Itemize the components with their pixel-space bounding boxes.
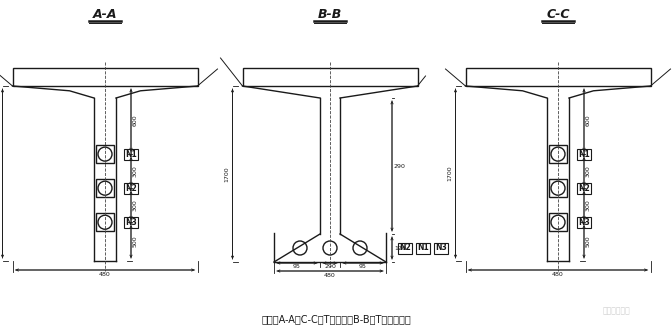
- Circle shape: [98, 181, 112, 195]
- Bar: [549, 145, 567, 163]
- Circle shape: [551, 215, 565, 229]
- Bar: [398, 242, 412, 253]
- Bar: [13, 68, 198, 86]
- Bar: [243, 68, 417, 86]
- Text: N2: N2: [578, 184, 590, 193]
- Circle shape: [323, 241, 337, 255]
- Text: 300: 300: [133, 199, 138, 211]
- Text: 120: 120: [394, 245, 406, 250]
- Text: 300: 300: [586, 165, 591, 177]
- Circle shape: [551, 181, 565, 195]
- Text: 1700: 1700: [448, 166, 452, 181]
- Bar: [466, 68, 650, 86]
- Text: C-C: C-C: [546, 9, 570, 22]
- Bar: [434, 242, 448, 253]
- Text: N2: N2: [125, 184, 137, 193]
- Text: 1700: 1700: [224, 166, 230, 182]
- Text: 500: 500: [586, 236, 591, 247]
- Bar: [549, 213, 567, 231]
- Text: 500: 500: [133, 236, 138, 247]
- Text: 600: 600: [586, 114, 591, 126]
- Text: 480: 480: [99, 272, 111, 277]
- Bar: [96, 145, 114, 163]
- Text: N1: N1: [125, 150, 137, 159]
- Bar: [577, 217, 591, 228]
- Circle shape: [98, 215, 112, 229]
- Circle shape: [353, 241, 367, 255]
- Text: N3: N3: [435, 243, 447, 252]
- Text: N1: N1: [578, 150, 590, 159]
- Bar: [577, 149, 591, 160]
- Bar: [124, 149, 138, 160]
- Text: 300: 300: [133, 165, 138, 177]
- Text: 备注：A-A、C-C为T梁两端；B-B为T梁中间部位: 备注：A-A、C-C为T梁两端；B-B为T梁中间部位: [261, 314, 411, 324]
- Text: N1: N1: [417, 243, 429, 252]
- Bar: [96, 179, 114, 197]
- Text: N3: N3: [125, 218, 137, 227]
- Text: 300: 300: [586, 199, 591, 211]
- Bar: [124, 183, 138, 194]
- Text: 290: 290: [324, 264, 336, 269]
- Circle shape: [551, 147, 565, 161]
- Text: N3: N3: [578, 218, 590, 227]
- Text: A-A: A-A: [93, 9, 117, 22]
- Text: 290: 290: [394, 164, 406, 168]
- Text: B-B: B-B: [318, 9, 342, 22]
- Bar: [124, 217, 138, 228]
- Bar: [549, 179, 567, 197]
- Text: N2: N2: [399, 243, 411, 252]
- Bar: [96, 213, 114, 231]
- Text: 桥梁施工技术: 桥梁施工技术: [602, 306, 630, 315]
- Text: 95: 95: [293, 264, 301, 269]
- Text: 480: 480: [552, 272, 564, 277]
- Text: 95: 95: [359, 264, 367, 269]
- Bar: [577, 183, 591, 194]
- Text: 600: 600: [133, 114, 138, 126]
- Bar: [416, 242, 430, 253]
- Text: 480: 480: [324, 273, 336, 278]
- Circle shape: [98, 147, 112, 161]
- Circle shape: [293, 241, 307, 255]
